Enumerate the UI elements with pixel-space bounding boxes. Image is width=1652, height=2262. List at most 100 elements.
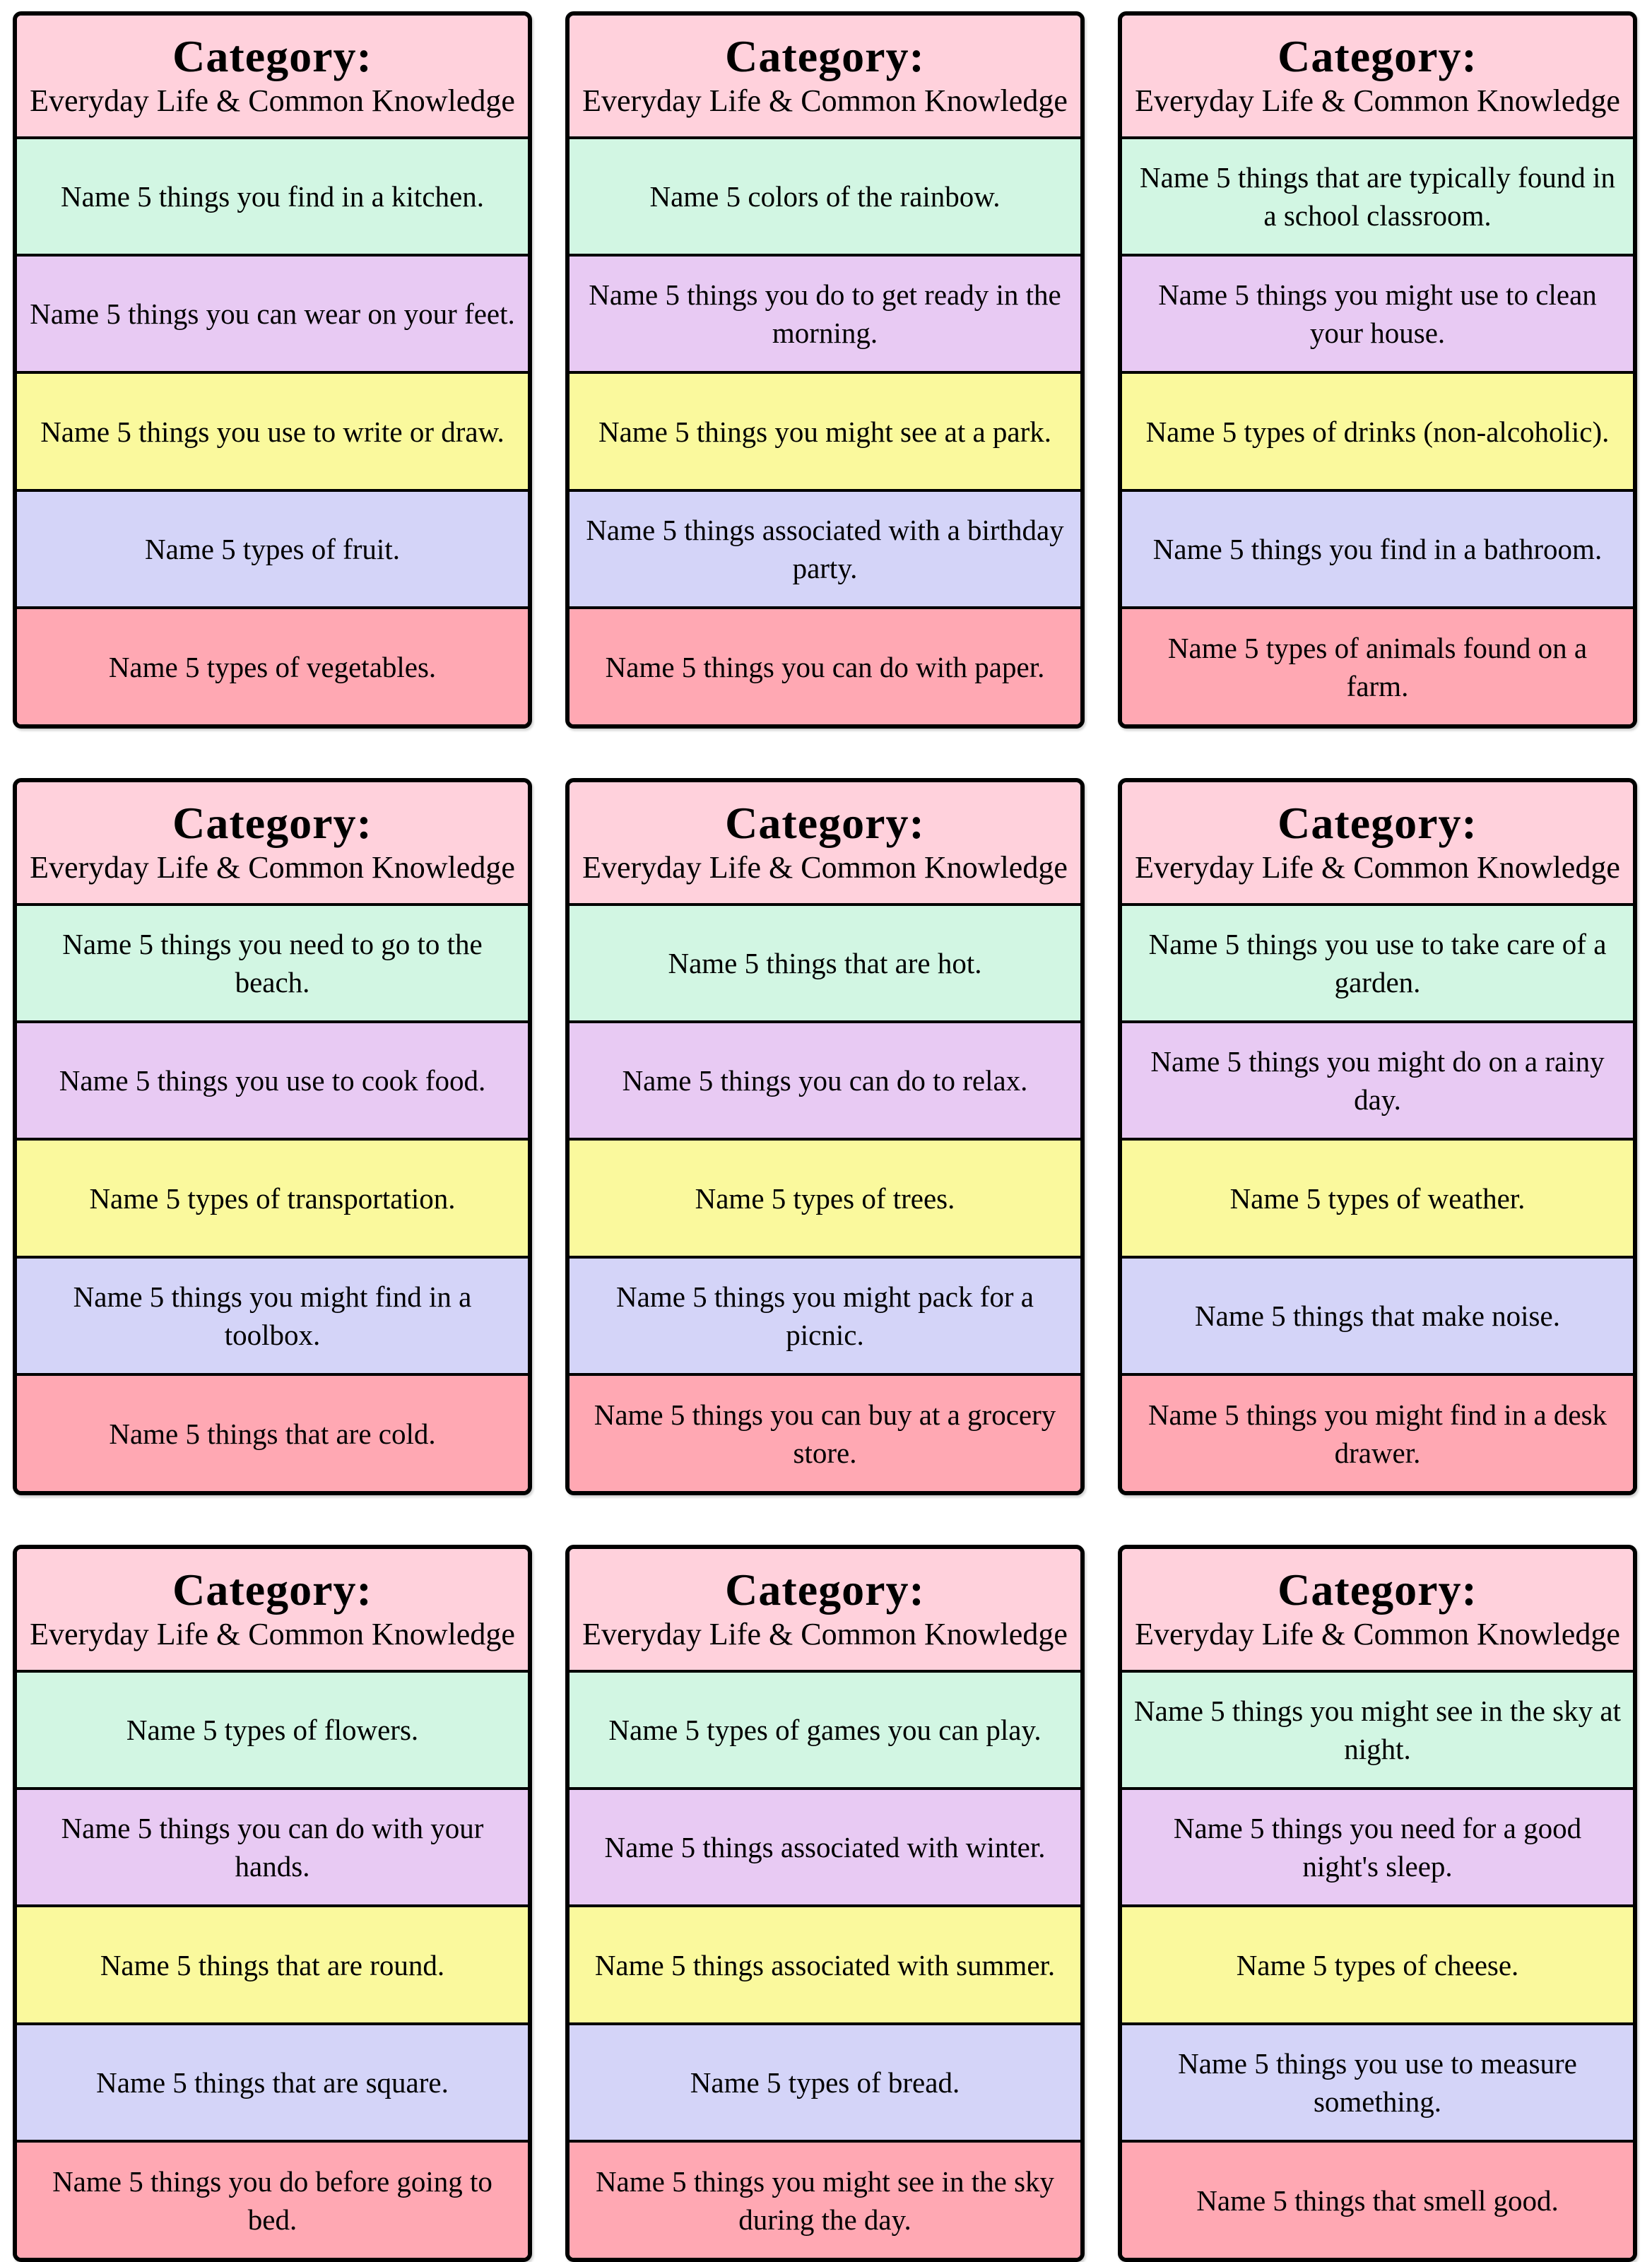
prompt-text: Name 5 types of fruit. xyxy=(145,533,400,566)
prompt-text: Name 5 things you do to get ready in the… xyxy=(589,278,1061,350)
prompt-text: Name 5 things associated with summer. xyxy=(594,1948,1056,1981)
prompt-row: Name 5 colors of the rainbow. xyxy=(570,136,1080,254)
prompt-row: Name 5 things that are typically found i… xyxy=(1122,136,1633,254)
prompt-row: Name 5 types of trees. xyxy=(570,1138,1080,1256)
prompt-row: Name 5 types of weather. xyxy=(1122,1138,1633,1256)
prompt-row: Name 5 things you might find in a desk d… xyxy=(1122,1373,1633,1491)
category-card: Category: Everyday Life & Common Knowled… xyxy=(13,1545,532,2262)
prompt-text: Name 5 things you might find in a desk d… xyxy=(1147,1398,1607,1469)
prompt-text: Name 5 things you can do to relax. xyxy=(622,1064,1028,1097)
category-card: Category: Everyday Life & Common Knowled… xyxy=(565,778,1085,1495)
category-card: Category: Everyday Life & Common Knowled… xyxy=(1118,11,1637,729)
category-title: Category: xyxy=(172,1565,372,1615)
prompt-text: Name 5 things you might see in the sky a… xyxy=(1134,1694,1621,1765)
prompt-text: Name 5 things that are square. xyxy=(96,2066,449,2099)
card-header: Category: Everyday Life & Common Knowled… xyxy=(17,16,528,136)
prompt-text: Name 5 types of animals found on a farm. xyxy=(1167,631,1588,702)
prompt-row: Name 5 things associated with a birthday… xyxy=(570,488,1080,607)
category-card: Category: Everyday Life & Common Knowled… xyxy=(1118,778,1637,1495)
prompt-text: Name 5 things you do before going to bed… xyxy=(52,2164,492,2236)
prompt-row: Name 5 things you use to write or draw. xyxy=(17,371,528,489)
prompt-row: Name 5 things you can do to relax. xyxy=(570,1020,1080,1138)
prompt-row: Name 5 things you can do with paper. xyxy=(570,606,1080,724)
prompt-row: Name 5 things you might see at a park. xyxy=(570,371,1080,489)
card-header: Category: Everyday Life & Common Knowled… xyxy=(1122,1549,1633,1670)
category-subtitle: Everyday Life & Common Knowledge xyxy=(582,849,1068,885)
prompt-text: Name 5 things you might find in a toolbo… xyxy=(73,1280,472,1352)
prompt-row: Name 5 things associated with winter. xyxy=(570,1786,1080,1905)
category-title: Category: xyxy=(725,798,925,849)
prompt-text: Name 5 types of bread. xyxy=(690,2066,960,2099)
prompt-text: Name 5 things you need to go to the beac… xyxy=(62,927,483,999)
prompt-row: Name 5 things you might find in a toolbo… xyxy=(17,1255,528,1374)
category-card: Category: Everyday Life & Common Knowled… xyxy=(565,1545,1085,2262)
prompt-text: Name 5 things you might do on a rainy da… xyxy=(1150,1045,1605,1117)
prompt-text: Name 5 things you use to take care of a … xyxy=(1148,927,1607,999)
prompt-row: Name 5 things you can buy at a grocery s… xyxy=(570,1373,1080,1491)
prompt-row: Name 5 types of flowers. xyxy=(17,1669,528,1787)
prompt-row: Name 5 types of games you can play. xyxy=(570,1669,1080,1787)
prompt-text: Name 5 things associated with winter. xyxy=(604,1831,1046,1864)
prompt-row: Name 5 things you might do on a rainy da… xyxy=(1122,1020,1633,1138)
prompt-row: Name 5 things you do to get ready in the… xyxy=(570,253,1080,372)
prompt-row: Name 5 things you might see in the sky d… xyxy=(570,2140,1080,2258)
prompt-text: Name 5 things you find in a bathroom. xyxy=(1152,533,1603,566)
category-title: Category: xyxy=(172,798,372,849)
category-subtitle: Everyday Life & Common Knowledge xyxy=(30,1616,515,1651)
card-header: Category: Everyday Life & Common Knowled… xyxy=(570,1549,1080,1670)
card-header: Category: Everyday Life & Common Knowled… xyxy=(17,1549,528,1670)
category-title: Category: xyxy=(1278,798,1477,849)
prompt-row: Name 5 things that make noise. xyxy=(1122,1255,1633,1374)
prompt-row: Name 5 things that are round. xyxy=(17,1904,528,2022)
prompt-row: Name 5 types of transportation. xyxy=(17,1138,528,1256)
prompt-row: Name 5 things that are hot. xyxy=(570,902,1080,1020)
category-subtitle: Everyday Life & Common Knowledge xyxy=(1135,1616,1620,1651)
prompt-row: Name 5 things associated with summer. xyxy=(570,1904,1080,2022)
prompt-text: Name 5 things you use to cook food. xyxy=(59,1064,486,1097)
category-title: Category: xyxy=(725,1565,925,1615)
prompt-text: Name 5 things that are hot. xyxy=(668,946,982,979)
card-header: Category: Everyday Life & Common Knowled… xyxy=(17,782,528,903)
prompt-text: Name 5 types of trees. xyxy=(695,1182,955,1215)
category-card: Category: Everyday Life & Common Knowled… xyxy=(13,778,532,1495)
prompt-row: Name 5 types of drinks (non-alcoholic). xyxy=(1122,371,1633,489)
prompt-row: Name 5 things that are square. xyxy=(17,2022,528,2140)
prompt-row: Name 5 things that are cold. xyxy=(17,1373,528,1491)
category-title: Category: xyxy=(172,31,372,82)
prompt-text: Name 5 types of transportation. xyxy=(89,1182,456,1215)
prompt-text: Name 5 things associated with a birthday… xyxy=(586,514,1064,585)
prompt-row: Name 5 things you can do with your hands… xyxy=(17,1786,528,1905)
prompt-row: Name 5 things you use to take care of a … xyxy=(1122,902,1633,1020)
card-header: Category: Everyday Life & Common Knowled… xyxy=(1122,16,1633,136)
prompt-text: Name 5 things you can buy at a grocery s… xyxy=(594,1398,1056,1469)
card-header: Category: Everyday Life & Common Knowled… xyxy=(570,16,1080,136)
prompt-text: Name 5 things you use to measure somethi… xyxy=(1178,2047,1577,2119)
prompt-row: Name 5 things you might use to clean you… xyxy=(1122,253,1633,372)
prompt-text: Name 5 things that are typically found i… xyxy=(1140,160,1615,232)
prompt-text: Name 5 things you can do with paper. xyxy=(605,650,1045,683)
prompt-text: Name 5 things that smell good. xyxy=(1196,2184,1559,2217)
prompt-text: Name 5 things you find in a kitchen. xyxy=(61,179,484,213)
category-subtitle: Everyday Life & Common Knowledge xyxy=(582,83,1068,118)
prompt-text: Name 5 colors of the rainbow. xyxy=(649,179,1001,213)
prompt-text: Name 5 things you might see at a park. xyxy=(598,415,1052,448)
prompt-row: Name 5 types of cheese. xyxy=(1122,1904,1633,2022)
category-title: Category: xyxy=(725,31,925,82)
prompt-text: Name 5 things you use to write or draw. xyxy=(40,415,505,448)
category-card: Category: Everyday Life & Common Knowled… xyxy=(565,11,1085,729)
category-subtitle: Everyday Life & Common Knowledge xyxy=(30,849,515,885)
prompt-text: Name 5 things you can do with your hands… xyxy=(61,1812,484,1883)
prompt-row: Name 5 things you need to go to the beac… xyxy=(17,902,528,1020)
prompt-row: Name 5 things you find in a bathroom. xyxy=(1122,488,1633,607)
prompt-row: Name 5 types of bread. xyxy=(570,2022,1080,2140)
prompt-row: Name 5 types of vegetables. xyxy=(17,606,528,724)
prompt-row: Name 5 things you use to measure somethi… xyxy=(1122,2022,1633,2140)
card-header: Category: Everyday Life & Common Knowled… xyxy=(1122,782,1633,903)
prompt-row: Name 5 things you do before going to bed… xyxy=(17,2140,528,2258)
prompt-row: Name 5 things that smell good. xyxy=(1122,2140,1633,2258)
prompt-text: Name 5 things you might use to clean you… xyxy=(1158,278,1597,350)
category-subtitle: Everyday Life & Common Knowledge xyxy=(582,1616,1068,1651)
category-subtitle: Everyday Life & Common Knowledge xyxy=(1135,849,1620,885)
prompt-text: Name 5 things you might pack for a picni… xyxy=(616,1280,1034,1352)
card-header: Category: Everyday Life & Common Knowled… xyxy=(570,782,1080,903)
